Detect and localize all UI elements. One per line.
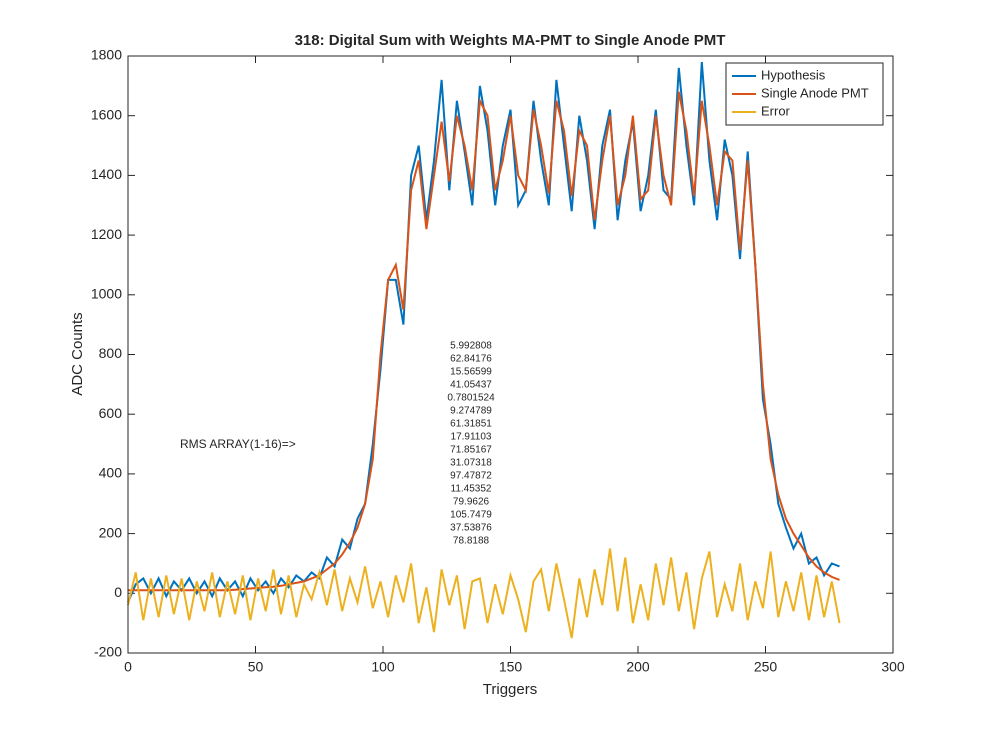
y-axis-label: ADC Counts: [69, 312, 86, 395]
y-tick-label: 1400: [91, 166, 122, 182]
annotation: 62.84176: [450, 354, 492, 365]
annotation: 31.07318: [450, 458, 492, 469]
chart-title: 318: Digital Sum with Weights MA-PMT to …: [295, 32, 726, 49]
x-tick-label: 0: [124, 659, 132, 675]
annotation: 37.53876: [450, 523, 492, 534]
y-tick-label: 600: [99, 405, 123, 421]
annotation: 11.45352: [451, 484, 492, 495]
annotation: 41.05437: [450, 380, 492, 391]
x-tick-label: 250: [754, 659, 778, 675]
y-tick-label: 0: [114, 584, 122, 600]
x-tick-label: 50: [248, 659, 264, 675]
y-tick-label: 800: [99, 345, 123, 361]
x-tick-label: 300: [881, 659, 905, 675]
annotation: 5.992808: [450, 341, 492, 352]
y-tick-label: 1800: [91, 47, 122, 63]
annotation: 9.274789: [450, 406, 492, 417]
x-tick-label: 100: [371, 659, 395, 675]
annotation: 17.91103: [451, 432, 492, 443]
y-tick-label: 200: [99, 524, 123, 540]
annotation: 79.9626: [453, 497, 490, 508]
y-tick-label: 1200: [91, 226, 122, 242]
annotation: 71.85167: [450, 445, 492, 456]
x-tick-label: 150: [499, 659, 523, 675]
annotation: 105.7479: [450, 510, 492, 521]
y-tick-label: 400: [99, 465, 123, 481]
x-tick-label: 200: [626, 659, 650, 675]
annotation: 78.8188: [453, 536, 490, 547]
legend-label: Error: [761, 103, 791, 118]
axes-box: [127, 55, 894, 654]
y-tick-label: 1600: [91, 106, 122, 122]
annotation: 15.56599: [450, 367, 492, 378]
series-line: [127, 548, 841, 639]
annotation: RMS ARRAY(1-16)=>: [180, 437, 296, 451]
annotation: 97.47872: [450, 471, 492, 482]
y-tick-label: 1000: [91, 286, 122, 302]
legend-label: Hypothesis: [761, 67, 826, 82]
annotation: 61.31851: [450, 419, 492, 430]
y-tick-label: -200: [94, 644, 122, 660]
series-line: [128, 91, 840, 592]
annotation: 0.7801524: [447, 393, 495, 404]
legend-label: Single Anode PMT: [761, 85, 869, 100]
x-axis-label: Triggers: [483, 681, 537, 698]
